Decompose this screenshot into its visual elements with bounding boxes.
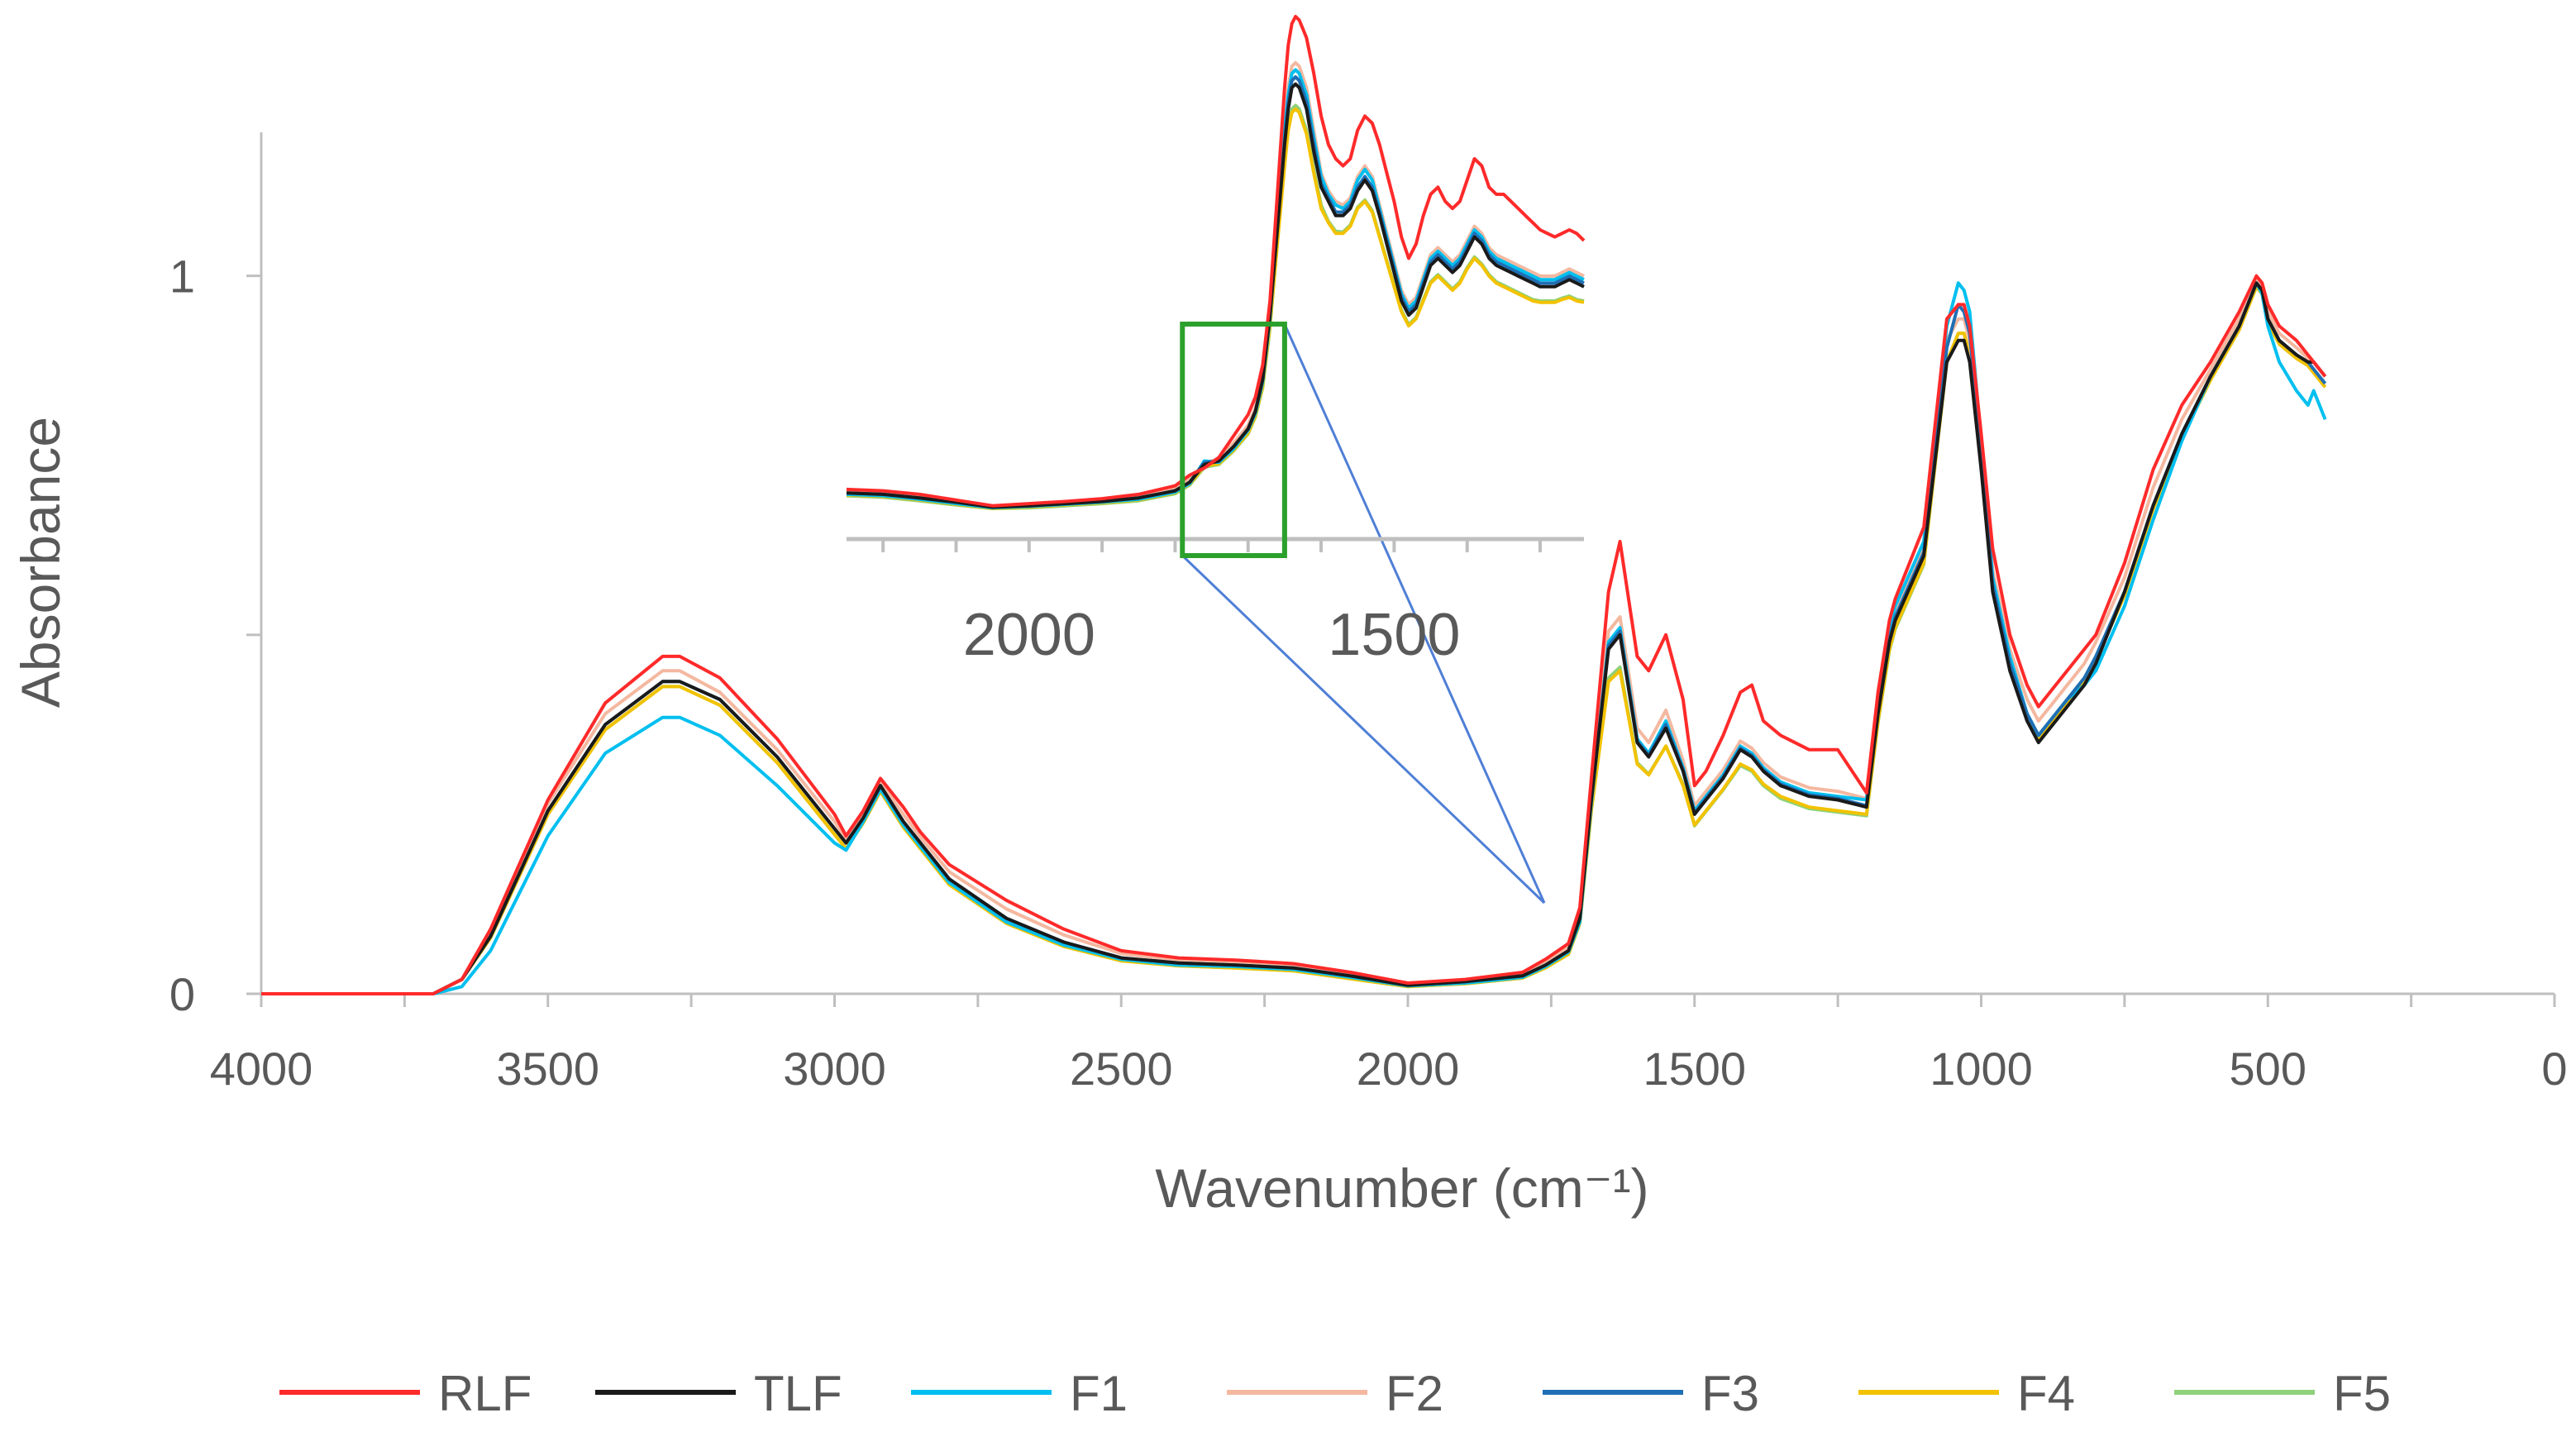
x-tick-label: 1500: [1643, 1043, 1746, 1095]
inset-tick-labels: 2000 1500: [963, 602, 1461, 668]
series-line-rlf: [261, 274, 2327, 995]
inset-axes: [847, 537, 1584, 552]
inset-series-line-f3: [846, 75, 1585, 509]
legend-label-tlf: TLF: [754, 1366, 842, 1421]
x-tick-label: 2500: [1070, 1043, 1173, 1095]
y-axis-title: Absorbance: [10, 417, 71, 708]
series-line-f1: [261, 281, 2327, 995]
legend-label-rlf: RLF: [438, 1366, 532, 1421]
series-line-tlf: [261, 281, 2327, 995]
main-tick-labels: 4000 3500 3000 2500 2000 1500 1000 500 0 0 1: [169, 251, 2568, 1095]
legend-label-f1: F1: [1070, 1366, 1128, 1421]
x-tick-label: 3500: [496, 1043, 599, 1095]
inset-series-line-f4: [846, 107, 1585, 511]
zoom-box: [1180, 322, 1287, 558]
series-line-f4: [261, 284, 2327, 995]
inset-zoom-plot: 2000 1500: [846, 15, 1586, 668]
inset-series-line-f1: [846, 68, 1585, 510]
zoom-box-rect: [1180, 322, 1287, 558]
legend-label-f2: F2: [1386, 1366, 1443, 1421]
inset-series-lines: [846, 15, 1586, 511]
y-tick-label: 0: [169, 968, 195, 1020]
legend-label-f5: F5: [2333, 1366, 2391, 1421]
legend-label-f4: F4: [2017, 1366, 2075, 1421]
inset-series-line-f2: [846, 60, 1585, 508]
x-tick-label: 2000: [1357, 1043, 1460, 1095]
series-line-f2: [261, 278, 2327, 995]
zoom-connector-line: [1181, 554, 1546, 905]
inset-series-line-rlf: [846, 15, 1586, 508]
inset-series-line-tlf: [846, 82, 1585, 509]
x-axis-title: Wavenumber (cm⁻¹): [1155, 1158, 1648, 1219]
series-line-f3: [261, 281, 2327, 995]
zoom-connector-lines: [1181, 323, 1546, 905]
legend-label-f3: F3: [1701, 1366, 1759, 1421]
main-series-lines: [261, 274, 2327, 995]
y-tick-label: 1: [169, 251, 195, 303]
inset-x-tick-label: 1500: [1328, 602, 1460, 668]
inset-x-tick-label: 2000: [963, 602, 1095, 668]
x-tick-label: 1000: [1930, 1043, 2033, 1095]
x-tick-label: 3000: [783, 1043, 886, 1095]
main-plot-area: 4000 3500 3000 2500 2000 1500 1000 500 0 0 1: [169, 132, 2568, 1095]
zoom-connector-line: [1283, 323, 1546, 904]
x-tick-label: 4000: [210, 1043, 313, 1095]
legend: RLF TLF F1 F2 F3 F4 F5: [279, 1366, 2391, 1421]
main-axes: [246, 132, 2556, 1007]
x-tick-label: 0: [2541, 1043, 2567, 1095]
x-tick-label: 500: [2230, 1043, 2306, 1095]
series-line-f5: [261, 284, 2327, 995]
